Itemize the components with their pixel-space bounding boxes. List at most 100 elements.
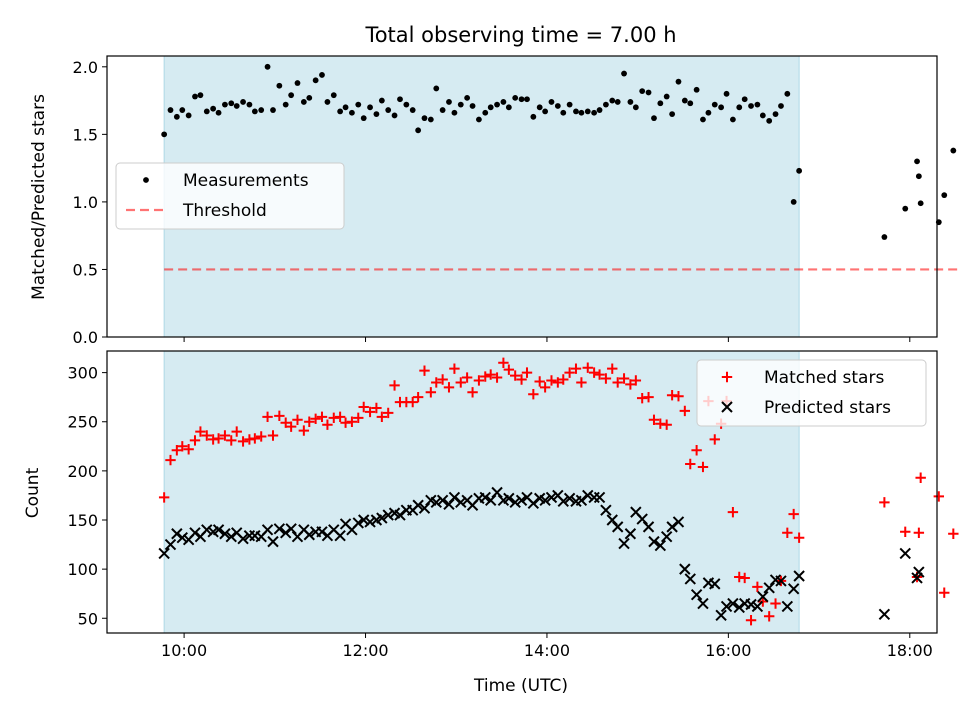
data-point bbox=[312, 77, 319, 84]
data-point bbox=[727, 597, 739, 610]
data-point bbox=[213, 433, 224, 444]
data-point bbox=[666, 521, 678, 533]
data-point bbox=[306, 94, 313, 101]
data-point bbox=[158, 492, 170, 503]
data-point bbox=[772, 111, 779, 117]
axes-frame bbox=[106, 55, 938, 338]
data-point bbox=[754, 101, 761, 108]
data-point bbox=[558, 374, 569, 385]
data-point bbox=[376, 411, 388, 423]
data-point bbox=[319, 72, 325, 78]
data-point bbox=[624, 528, 637, 540]
data-point bbox=[201, 430, 212, 441]
data-point bbox=[933, 491, 945, 502]
x-tick-label: 10:00 bbox=[161, 641, 207, 660]
data-point bbox=[741, 96, 748, 103]
data-point bbox=[349, 109, 355, 116]
data-point bbox=[600, 373, 612, 384]
data-point bbox=[430, 496, 442, 509]
data-point bbox=[464, 94, 471, 101]
data-point bbox=[433, 85, 440, 92]
data-point bbox=[578, 109, 585, 116]
data-point bbox=[736, 104, 743, 111]
data-point bbox=[358, 401, 369, 413]
data-point bbox=[397, 96, 403, 103]
data-point bbox=[212, 524, 225, 536]
data-point bbox=[383, 407, 394, 419]
data-point bbox=[367, 104, 373, 111]
data-point bbox=[226, 435, 237, 446]
data-point bbox=[189, 527, 201, 539]
data-point bbox=[258, 107, 265, 113]
legend-box bbox=[115, 162, 345, 230]
bottom-panel-y-axis-label: Count bbox=[23, 467, 43, 518]
data-point bbox=[237, 436, 249, 447]
data-point bbox=[878, 608, 891, 621]
data-point bbox=[684, 573, 696, 585]
data-point bbox=[521, 367, 533, 378]
data-point bbox=[494, 101, 500, 108]
data-point bbox=[566, 101, 573, 108]
data-point bbox=[324, 99, 331, 105]
data-point bbox=[183, 444, 194, 455]
data-point bbox=[164, 538, 177, 551]
data-point bbox=[642, 521, 655, 533]
data-point bbox=[781, 600, 794, 613]
data-point bbox=[237, 532, 249, 545]
data-point bbox=[582, 489, 594, 502]
data-point bbox=[645, 89, 652, 96]
legend-label: Predicted stars bbox=[764, 398, 891, 418]
data-point bbox=[358, 514, 370, 526]
data-point bbox=[745, 598, 757, 611]
data-point bbox=[185, 112, 192, 119]
data-point bbox=[627, 99, 634, 105]
data-point bbox=[487, 104, 494, 111]
data-point bbox=[177, 441, 188, 452]
data-point bbox=[697, 461, 709, 473]
data-point bbox=[548, 99, 555, 105]
data-point bbox=[330, 92, 337, 99]
data-point bbox=[512, 94, 519, 101]
data-point bbox=[371, 402, 382, 414]
data-point bbox=[784, 90, 791, 97]
data-point bbox=[545, 491, 558, 504]
data-point bbox=[913, 527, 925, 538]
data-point bbox=[582, 362, 593, 373]
data-point bbox=[443, 382, 455, 393]
data-point bbox=[171, 445, 183, 456]
data-point bbox=[516, 374, 527, 385]
data-point bbox=[939, 587, 950, 598]
data-point bbox=[491, 486, 503, 499]
data-point bbox=[280, 417, 291, 428]
data-point bbox=[353, 412, 364, 424]
data-point bbox=[648, 414, 660, 425]
data-point bbox=[421, 115, 428, 122]
data-point bbox=[498, 357, 509, 368]
data-point bbox=[527, 497, 540, 510]
data-point bbox=[360, 115, 367, 122]
data-point bbox=[700, 116, 706, 123]
data-point bbox=[298, 425, 310, 436]
data-point bbox=[679, 405, 691, 417]
data-point bbox=[950, 147, 957, 154]
data-point bbox=[479, 491, 491, 504]
data-point bbox=[173, 113, 180, 120]
series-measurements bbox=[161, 63, 957, 240]
data-point bbox=[879, 497, 890, 508]
data-point bbox=[657, 100, 664, 107]
data-point bbox=[751, 600, 764, 613]
data-point bbox=[718, 104, 725, 111]
data-point bbox=[455, 496, 467, 509]
data-point bbox=[733, 601, 745, 614]
data-point bbox=[685, 458, 696, 470]
data-point bbox=[752, 581, 763, 593]
legend-swatch bbox=[143, 177, 149, 183]
data-point bbox=[899, 547, 911, 560]
data-point bbox=[669, 111, 676, 117]
data-point bbox=[389, 380, 400, 391]
data-point bbox=[603, 101, 609, 108]
data-point bbox=[285, 421, 297, 432]
data-point bbox=[249, 433, 261, 444]
data-point bbox=[705, 109, 712, 116]
